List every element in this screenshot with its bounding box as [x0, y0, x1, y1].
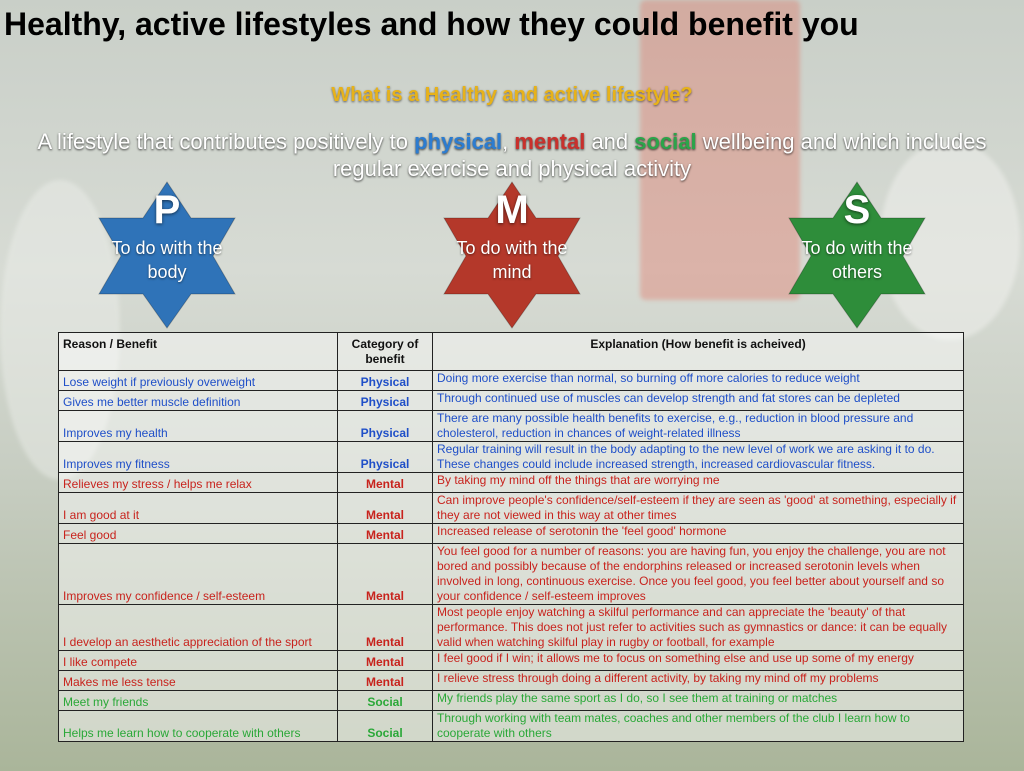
star-letter: M — [495, 188, 529, 232]
star-shape-icon — [788, 181, 926, 329]
reason-cell: I develop an aesthetic appreciation of t… — [58, 604, 338, 651]
star-label: To do with the body — [111, 238, 223, 282]
table-row: Relieves my stress / helps me relax Menta… — [58, 472, 964, 493]
table-row: Helps me learn how to cooperate with oth… — [58, 710, 964, 742]
star-letter: P — [153, 188, 181, 232]
star-label: To do with the others — [801, 238, 913, 282]
star-shape-icon — [98, 181, 236, 329]
benefits-table-container: Reason / Benefit Category of benefit Exp… — [58, 332, 964, 742]
category-cell: Physical — [337, 441, 433, 473]
table-header-row: Reason / Benefit Category of benefit Exp… — [58, 332, 964, 371]
reason-cell: Meet my friends — [58, 690, 338, 711]
explanation-cell: My friends play the same sport as I do, … — [432, 690, 964, 711]
background-photo — [640, 0, 800, 300]
table-row: Improves my health Physical There are many… — [58, 410, 964, 442]
explanation-cell: Most people enjoy watching a skilful per… — [432, 604, 964, 651]
definition-text: A lifestyle that contributes positively … — [37, 129, 987, 181]
star-letter: S — [843, 188, 871, 232]
reason-cell: Improves my health — [58, 410, 338, 442]
page-title: Healthy, active lifestyles and how they … — [4, 6, 859, 42]
question-heading: What is a Healthy and active lifestyle? — [331, 84, 693, 106]
category-cell: Mental — [337, 492, 433, 524]
category-cell: Social — [337, 710, 433, 742]
category-cell: Mental — [337, 670, 433, 691]
reason-cell: I am good at it — [58, 492, 338, 524]
table-row: I develop an aesthetic appreciation of t… — [58, 604, 964, 651]
explanation-cell: Through continued use of muscles can dev… — [432, 390, 964, 411]
category-cell: Physical — [337, 410, 433, 442]
table-row: Improves my confidence / self-esteem Ment… — [58, 543, 964, 605]
explanation-cell: I relieve stress through doing a differe… — [432, 670, 964, 691]
category-cell: Physical — [337, 390, 433, 411]
header-category: Category of benefit — [337, 332, 433, 371]
table-row: Makes me less tense Mental I relieve stres… — [58, 670, 964, 691]
star-mental: M To do with the mind — [430, 180, 594, 330]
table-row: Meet my friends Social My friends play the… — [58, 690, 964, 711]
category-cell: Mental — [337, 543, 433, 605]
category-cell: Mental — [337, 604, 433, 651]
explanation-cell: You feel good for a number of reasons: y… — [432, 543, 964, 605]
explanation-cell: By taking my mind off the things that ar… — [432, 472, 964, 493]
explanation-cell: I feel good if I win; it allows me to fo… — [432, 650, 964, 671]
category-cell: Social — [337, 690, 433, 711]
explanation-cell: Can improve people's confidence/self-est… — [432, 492, 964, 524]
keyword-physical: physical — [414, 129, 503, 154]
explanation-cell: Doing more exercise than normal, so burn… — [432, 370, 964, 391]
header-reason: Reason / Benefit — [58, 332, 338, 371]
star-label: To do with the mind — [456, 238, 568, 282]
reason-cell: Makes me less tense — [58, 670, 338, 691]
category-cell: Mental — [337, 650, 433, 671]
star-shape-icon — [443, 181, 581, 329]
keyword-mental: mental — [514, 129, 586, 154]
table-row: Feel good Mental Increased release of sero… — [58, 523, 964, 544]
benefits-table: Reason / Benefit Category of benefit Exp… — [58, 332, 964, 742]
category-cell: Physical — [337, 370, 433, 391]
table-row: I like compete Mental I feel good if I win… — [58, 650, 964, 671]
table-row: I am good at it Mental Can improve people'… — [58, 492, 964, 524]
table-row: Improves my fitness Physical Regular train… — [58, 441, 964, 473]
explanation-cell: Through working with team mates, coaches… — [432, 710, 964, 742]
explanation-cell: There are many possible health benefits … — [432, 410, 964, 442]
explanation-cell: Regular training will result in the body… — [432, 441, 964, 473]
category-cell: Mental — [337, 472, 433, 493]
reason-cell: I like compete — [58, 650, 338, 671]
reason-cell: Gives me better muscle definition — [58, 390, 338, 411]
keyword-social: social — [634, 129, 697, 154]
header-explanation: Explanation (How benefit is acheived) — [432, 332, 964, 371]
star-social: S To do with the others — [775, 180, 939, 330]
star-physical: P To do with the body — [85, 180, 249, 330]
reason-cell: Lose weight if previously overweight — [58, 370, 338, 391]
reason-cell: Improves my confidence / self-esteem — [58, 543, 338, 605]
reason-cell: Relieves my stress / helps me relax — [58, 472, 338, 493]
table-body: Lose weight if previously overweight Phys… — [58, 370, 964, 742]
reason-cell: Feel good — [58, 523, 338, 544]
table-row: Gives me better muscle definition Physica… — [58, 390, 964, 411]
category-cell: Mental — [337, 523, 433, 544]
reason-cell: Improves my fitness — [58, 441, 338, 473]
table-row: Lose weight if previously overweight Phys… — [58, 370, 964, 391]
explanation-cell: Increased release of serotonin the 'feel… — [432, 523, 964, 544]
reason-cell: Helps me learn how to cooperate with oth… — [58, 710, 338, 742]
